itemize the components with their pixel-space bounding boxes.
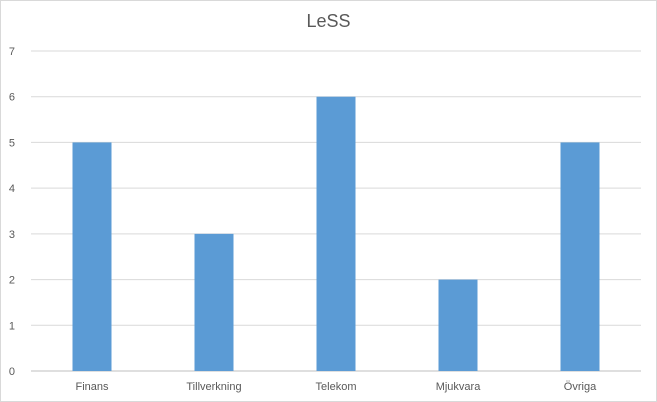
bar-tillverkning: [194, 233, 234, 371]
y-tick-label: 0: [9, 366, 15, 378]
x-tick-label: Finans: [75, 381, 109, 393]
x-tick-label: Mjukvara: [436, 381, 482, 393]
bars: [72, 96, 600, 371]
y-tick-label: 4: [9, 183, 15, 195]
chart-title: LeSS: [306, 11, 351, 31]
bar-finans: [72, 142, 112, 371]
bar-övriga: [560, 142, 600, 371]
y-tick-label: 7: [9, 46, 15, 58]
y-tick-label: 3: [9, 229, 15, 241]
y-tick-label: 6: [9, 92, 15, 104]
x-tick-label: Telekom: [316, 381, 357, 393]
y-tick-label: 1: [9, 320, 15, 332]
x-axis: Finans Tillverkning Telekom Mjukvara Övriga: [75, 381, 597, 393]
y-tick-label: 5: [9, 137, 15, 149]
y-axis: 0 1 2 3 4 5 6 7: [9, 46, 15, 378]
y-tick-label: 2: [9, 275, 15, 287]
bar-telekom: [316, 96, 356, 371]
x-tick-label: Tillverkning: [186, 381, 241, 393]
x-tick-label: Övriga: [564, 381, 597, 393]
bar-mjukvara: [438, 279, 478, 371]
